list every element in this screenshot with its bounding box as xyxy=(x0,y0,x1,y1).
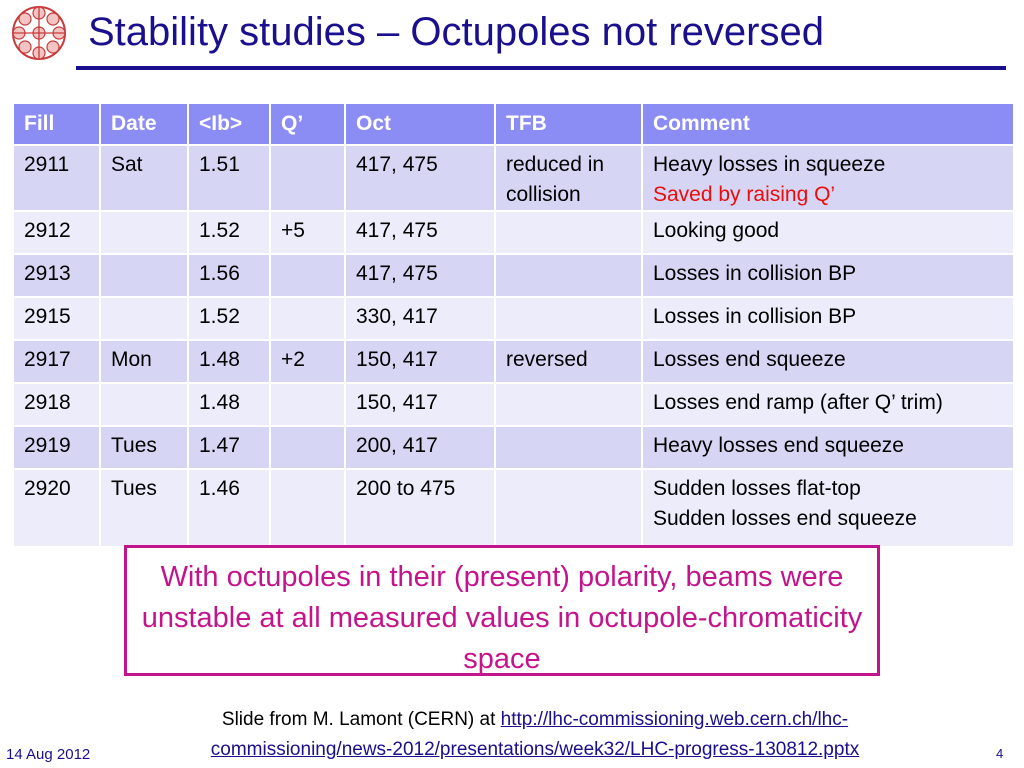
header-fill: Fill xyxy=(12,102,101,146)
cell-comment: Losses in collision BP xyxy=(641,296,1015,341)
comment-line: Sudden losses end squeeze xyxy=(653,507,917,530)
table-row: 2912 1.52 +5 417, 475 Looking good xyxy=(12,210,1015,255)
footer-date: 14 Aug 2012 xyxy=(6,746,91,763)
lhc-ring-logo-icon xyxy=(12,6,66,60)
cell-fill: 2920 xyxy=(12,468,101,548)
cell-q-prime xyxy=(269,425,346,470)
cell-date: Tues xyxy=(99,425,189,470)
source-link-line1[interactable]: http://lhc-commissioning.web.cern.ch/lhc… xyxy=(500,709,849,730)
cell-tfb xyxy=(494,296,643,341)
cell-comment: Sudden losses flat-top Sudden losses end… xyxy=(641,468,1015,548)
comment-line: Losses end squeeze xyxy=(653,348,846,371)
cell-comment: Losses end ramp (after Q’ trim) xyxy=(641,382,1015,427)
header-ib: <Ib> xyxy=(187,102,271,146)
slide-title: Stability studies – Octupoles not revers… xyxy=(88,10,824,54)
cell-comment: Losses in collision BP xyxy=(641,253,1015,298)
cell-oct: 417, 475 xyxy=(344,210,496,255)
cell-ib: 1.52 xyxy=(187,210,271,255)
cell-ib: 1.46 xyxy=(187,468,271,548)
cell-fill: 2918 xyxy=(12,382,101,427)
cell-tfb xyxy=(494,425,643,470)
cell-tfb xyxy=(494,210,643,255)
cell-date xyxy=(99,210,189,255)
cell-tfb: reduced in collision xyxy=(494,144,643,212)
source-link-line2[interactable]: commissioning/news-2012/presentations/we… xyxy=(210,739,860,760)
cell-oct: 330, 417 xyxy=(344,296,496,341)
table-row: 2911 Sat 1.51 417, 475 reduced in collis… xyxy=(12,144,1015,212)
cell-ib: 1.52 xyxy=(187,296,271,341)
cell-fill: 2917 xyxy=(12,339,101,384)
comment-line-highlight: Saved by raising Q’ xyxy=(653,183,836,206)
cell-date: Mon xyxy=(99,339,189,384)
cell-oct: 150, 417 xyxy=(344,382,496,427)
comment-line: Losses in collision BP xyxy=(653,305,857,328)
source-link[interactable]: http://lhc-commissioning.web.cern.ch/lhc… xyxy=(211,709,859,760)
cell-q-prime xyxy=(269,253,346,298)
header-q-prime: Q’ xyxy=(269,102,346,146)
cell-ib: 1.48 xyxy=(187,339,271,384)
cell-oct: 417, 475 xyxy=(344,144,496,212)
source-credit: Slide from M. Lamont (CERN) at http://lh… xyxy=(0,705,1024,765)
comment-line: Looking good xyxy=(653,219,780,242)
cell-q-prime: +5 xyxy=(269,210,346,255)
cell-q-prime xyxy=(269,468,346,548)
cell-tfb xyxy=(494,468,643,548)
table-row: 2913 1.56 417, 475 Losses in collision B… xyxy=(12,253,1015,298)
comment-line: Heavy losses end squeeze xyxy=(653,434,904,457)
cell-comment: Heavy losses end squeeze xyxy=(641,425,1015,470)
page-number: 4 xyxy=(996,746,1004,761)
cell-fill: 2919 xyxy=(12,425,101,470)
table-row: 2917 Mon 1.48 +2 150, 417 reversed Losse… xyxy=(12,339,1015,384)
cell-ib: 1.48 xyxy=(187,382,271,427)
comment-line: Losses end ramp (after Q’ trim) xyxy=(653,391,943,414)
cell-date: Tues xyxy=(99,468,189,548)
cell-ib: 1.56 xyxy=(187,253,271,298)
cell-q-prime xyxy=(269,144,346,212)
comment-line: Sudden losses flat-top xyxy=(653,477,861,500)
conclusion-callout: With octupoles in their (present) polari… xyxy=(124,545,880,676)
conclusion-text: With octupoles in their (present) polari… xyxy=(141,561,863,675)
table-row: 2918 1.48 150, 417 Losses end ramp (afte… xyxy=(12,382,1015,427)
cell-q-prime xyxy=(269,296,346,341)
comment-line: Losses in collision BP xyxy=(653,262,857,285)
cell-date: Sat xyxy=(99,144,189,212)
cell-fill: 2912 xyxy=(12,210,101,255)
fill-stability-table: Fill Date <Ib> Q’ Oct TFB Comment 2911 S… xyxy=(12,102,1015,548)
cell-tfb xyxy=(494,253,643,298)
title-divider xyxy=(76,66,1006,70)
cell-comment: Looking good xyxy=(641,210,1015,255)
cell-ib: 1.47 xyxy=(187,425,271,470)
table-row: 2919 Tues 1.47 200, 417 Heavy losses end… xyxy=(12,425,1015,470)
cell-comment: Heavy losses in squeeze Saved by raising… xyxy=(641,144,1015,212)
cell-date xyxy=(99,382,189,427)
header-date: Date xyxy=(99,102,189,146)
cell-fill: 2911 xyxy=(12,144,101,212)
cell-oct: 150, 417 xyxy=(344,339,496,384)
cell-date xyxy=(99,296,189,341)
cell-oct: 200, 417 xyxy=(344,425,496,470)
comment-line: Heavy losses in squeeze xyxy=(653,153,886,176)
cell-tfb xyxy=(494,382,643,427)
cell-oct: 200 to 475 xyxy=(344,468,496,548)
cell-q-prime xyxy=(269,382,346,427)
cell-fill: 2913 xyxy=(12,253,101,298)
table-row: 2915 1.52 330, 417 Losses in collision B… xyxy=(12,296,1015,341)
cell-ib: 1.51 xyxy=(187,144,271,212)
header-tfb: TFB xyxy=(494,102,643,146)
cell-tfb: reversed xyxy=(494,339,643,384)
cell-date xyxy=(99,253,189,298)
cell-comment: Losses end squeeze xyxy=(641,339,1015,384)
cell-oct: 417, 475 xyxy=(344,253,496,298)
source-prefix: Slide from M. Lamont (CERN) at xyxy=(221,709,501,730)
table-header-row: Fill Date <Ib> Q’ Oct TFB Comment xyxy=(12,102,1015,146)
cell-fill: 2915 xyxy=(12,296,101,341)
header-oct: Oct xyxy=(344,102,496,146)
table-row: 2920 Tues 1.46 200 to 475 Sudden losses … xyxy=(12,468,1015,548)
header-comment: Comment xyxy=(641,102,1015,146)
cell-q-prime: +2 xyxy=(269,339,346,384)
